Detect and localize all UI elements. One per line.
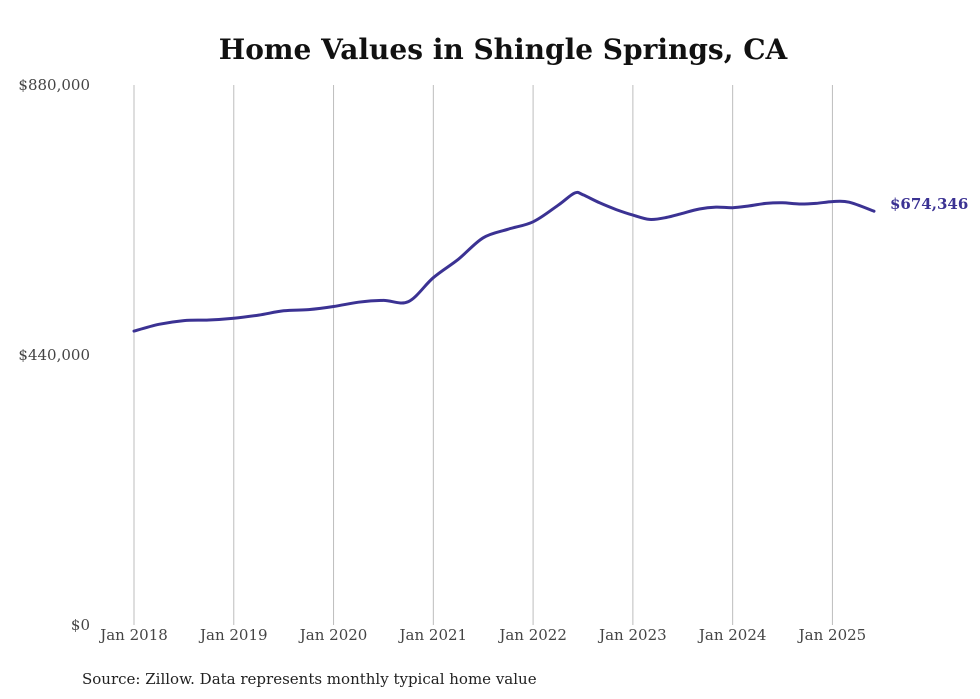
source-note: Source: Zillow. Data represents monthly …	[82, 670, 537, 688]
home-value-line	[132, 190, 876, 333]
x-axis-tick-labels: Jan 2018 Jan 2019 Jan 2020 Jan 2021 Jan 2022…	[98, 626, 866, 644]
x-tick-label: Jan 2021	[398, 626, 468, 644]
x-tick-label: Jan 2023	[597, 626, 667, 644]
y-tick-label: $0	[71, 616, 90, 634]
y-tick-label: $440,000	[18, 346, 90, 364]
chart-title: Home Values in Shingle Springs, CA	[219, 33, 789, 66]
x-tick-label: Jan 2025	[797, 626, 867, 644]
x-tick-label: Jan 2024	[697, 626, 767, 644]
x-tick-label: Jan 2018	[98, 626, 168, 644]
y-tick-label: $880,000	[18, 76, 90, 94]
x-tick-label: Jan 2022	[497, 626, 567, 644]
x-tick-label: Jan 2019	[198, 626, 268, 644]
end-value-label: $674,346	[890, 195, 968, 213]
vertical-gridlines	[133, 85, 833, 625]
y-axis-tick-labels: $0 $440,000 $880,000	[18, 76, 90, 634]
x-tick-label: Jan 2020	[298, 626, 368, 644]
